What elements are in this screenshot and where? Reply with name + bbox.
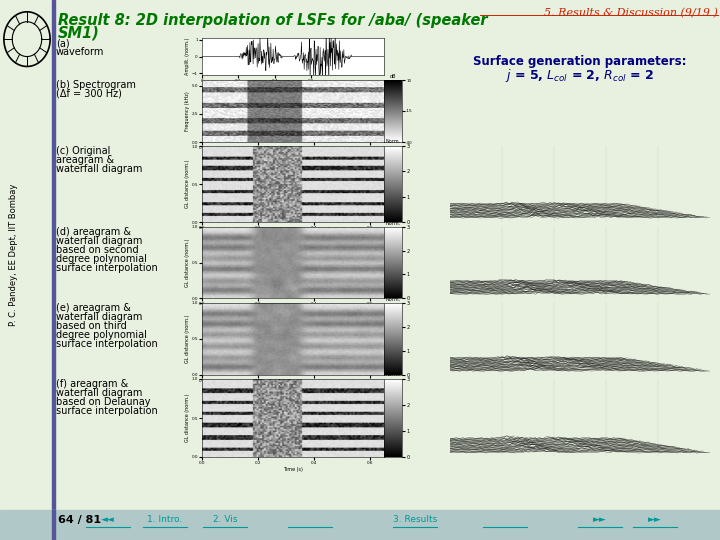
Text: based on third: based on third [56, 321, 127, 331]
X-axis label: Time (s): Time (s) [283, 467, 303, 471]
Text: SM1): SM1) [58, 25, 100, 40]
Y-axis label: GL distance (norm.): GL distance (norm.) [185, 238, 190, 287]
Text: (f) areagram &: (f) areagram & [56, 379, 128, 389]
Text: (Δf = 300 Hz): (Δf = 300 Hz) [56, 89, 122, 99]
Text: ►►: ►► [648, 516, 662, 524]
Text: ►►: ►► [593, 516, 607, 524]
Text: waveform: waveform [56, 47, 104, 57]
Text: based on Delaunay: based on Delaunay [56, 397, 150, 407]
X-axis label: Time (s): Time (s) [283, 85, 303, 90]
Text: degree polynomial: degree polynomial [56, 254, 147, 264]
Text: Surface generation parameters:: Surface generation parameters: [473, 55, 687, 68]
Y-axis label: Amplit. (norm.): Amplit. (norm.) [186, 38, 191, 75]
Text: (d) areagram &: (d) areagram & [56, 227, 131, 237]
Y-axis label: GL distance (norm.): GL distance (norm.) [185, 315, 190, 363]
Bar [0, 510, 720, 540]
Text: based on second: based on second [56, 245, 139, 255]
X-axis label: Time (s): Time (s) [283, 232, 303, 237]
Text: (e) areagram &: (e) areagram & [56, 303, 131, 313]
Text: dB: dB [390, 74, 396, 79]
X-axis label: Time (s): Time (s) [283, 384, 303, 389]
Text: 2. Vis: 2. Vis [212, 516, 238, 524]
Text: surface interpolation: surface interpolation [56, 406, 158, 416]
Text: 64 / 81: 64 / 81 [58, 515, 101, 525]
Y-axis label: Frequency (kHz): Frequency (kHz) [185, 91, 190, 131]
Text: $j$ = 5, $L_{col}$ = 2, $R_{col}$ = 2: $j$ = 5, $L_{col}$ = 2, $R_{col}$ = 2 [505, 67, 654, 84]
Bar [52, 510, 55, 540]
Text: waterfall diagram: waterfall diagram [56, 236, 143, 246]
Text: (a): (a) [56, 38, 70, 48]
Bar [52, 0, 55, 540]
X-axis label: Time (s): Time (s) [283, 308, 303, 313]
Text: waterfall diagram: waterfall diagram [56, 388, 143, 398]
Text: Norm.: Norm. [385, 220, 400, 226]
Text: areagram &: areagram & [56, 155, 114, 165]
Text: 5. Results & Discussion (9/19 ): 5. Results & Discussion (9/19 ) [544, 8, 718, 18]
Text: Norm.: Norm. [385, 373, 400, 377]
Text: surface interpolation: surface interpolation [56, 263, 158, 273]
Text: 3. Results: 3. Results [393, 516, 437, 524]
Y-axis label: GL distance (norm.): GL distance (norm.) [185, 394, 190, 442]
Text: 1. Intro.: 1. Intro. [148, 516, 183, 524]
Y-axis label: GL distance (norm.): GL distance (norm.) [185, 160, 190, 208]
Text: surface interpolation: surface interpolation [56, 339, 158, 349]
Text: Result 8: 2D interpolation of LSFs for /aba/ (speaker: Result 8: 2D interpolation of LSFs for /… [58, 13, 487, 28]
X-axis label: Time (s): Time (s) [283, 152, 303, 157]
Text: degree polynomial: degree polynomial [56, 330, 147, 340]
Text: Norm.: Norm. [385, 296, 400, 301]
Text: ◄◄: ◄◄ [101, 516, 115, 524]
Text: (b) Spectrogram: (b) Spectrogram [56, 80, 136, 90]
Text: waterfall diagram: waterfall diagram [56, 164, 143, 174]
Text: P. C. Pandey, EE Dept, IIT Bombay: P. C. Pandey, EE Dept, IIT Bombay [9, 184, 19, 326]
Text: waterfall diagram: waterfall diagram [56, 312, 143, 322]
Text: (c) Original: (c) Original [56, 146, 110, 156]
Text: Norm.: Norm. [385, 139, 400, 145]
